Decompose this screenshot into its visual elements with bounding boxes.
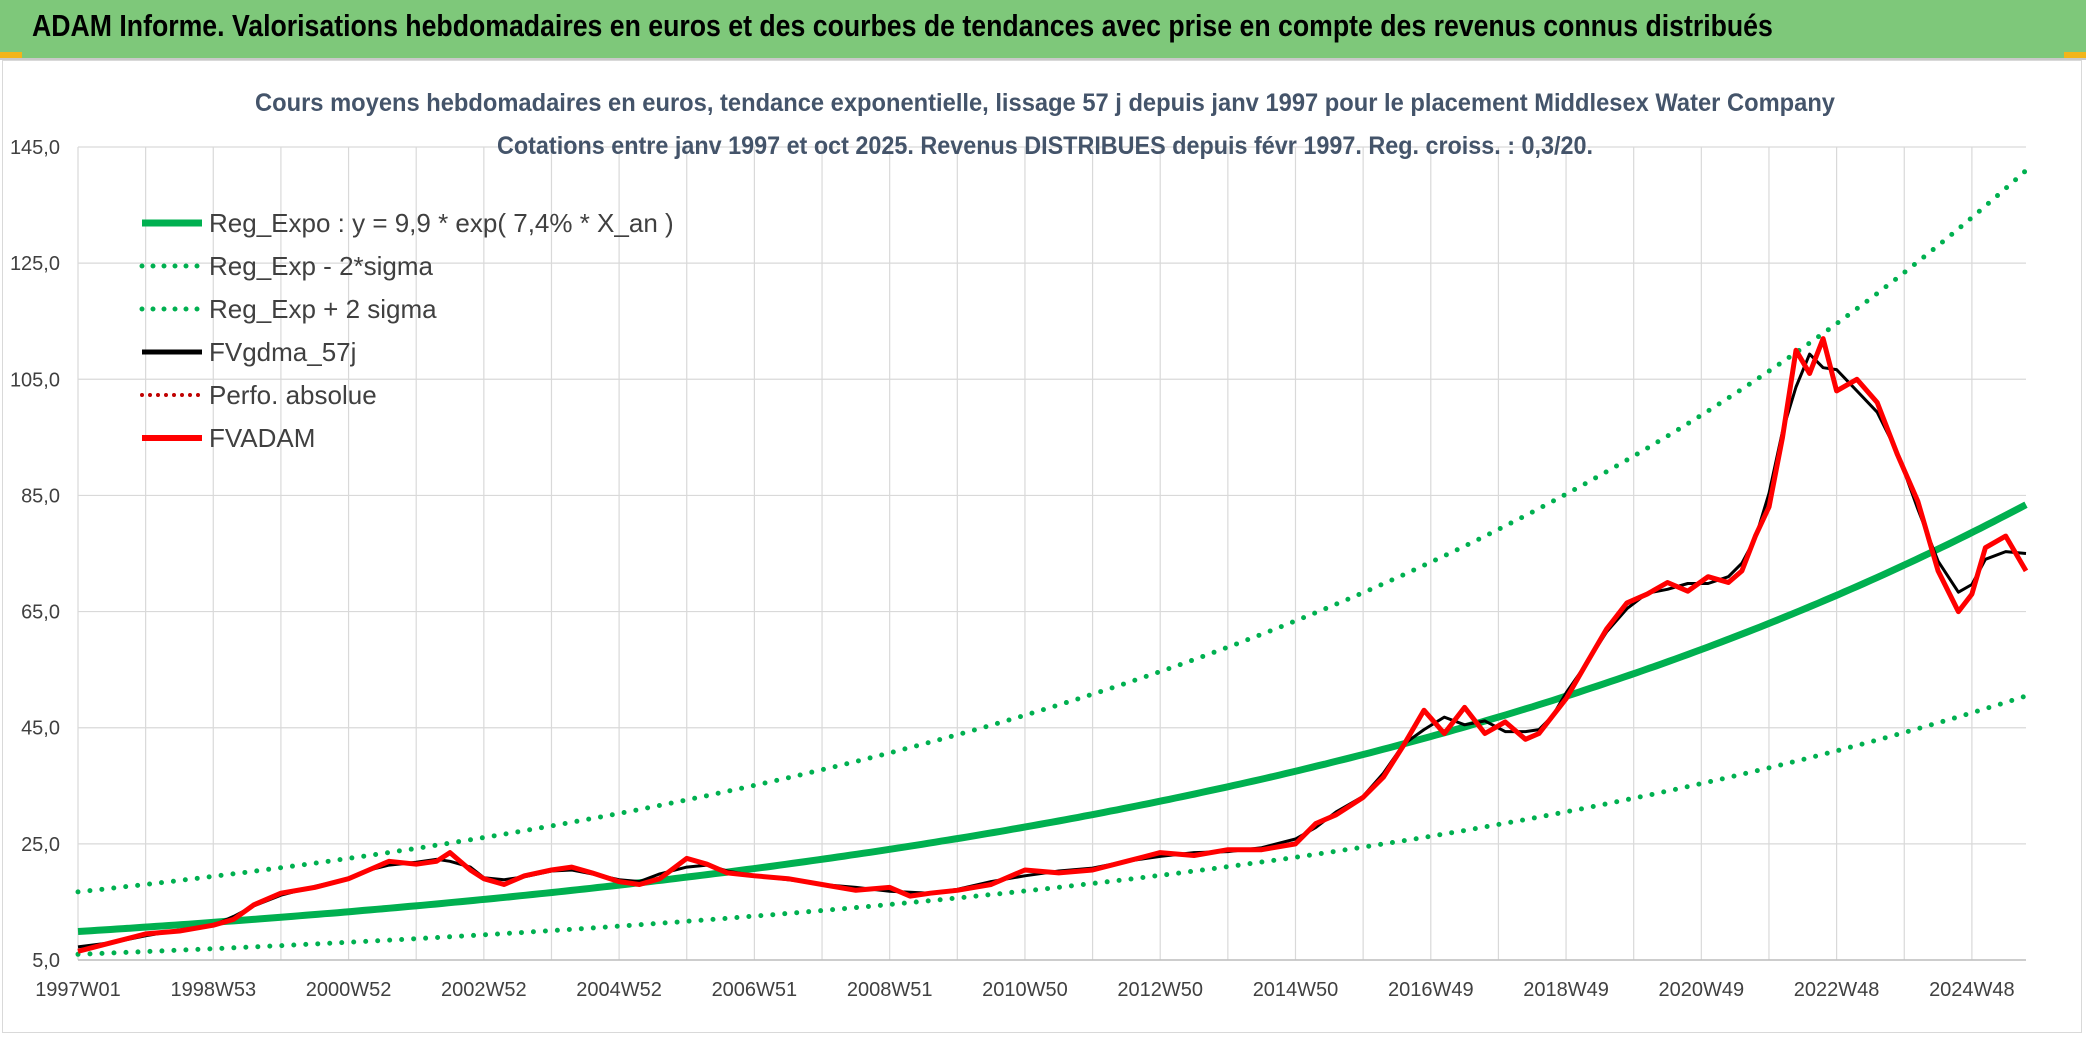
x-tick-label: 2012W50 bbox=[1117, 979, 1203, 1001]
y-tick-label: 25,0 bbox=[21, 834, 60, 856]
legend-label: FVgdma_57j bbox=[209, 337, 356, 367]
report-banner: ADAM Informe. Valorisations hebdomadaire… bbox=[0, 0, 2086, 60]
x-tick-label: 2018W49 bbox=[1523, 979, 1609, 1001]
x-tick-label: 2010W50 bbox=[982, 979, 1068, 1001]
y-tick-label: 125,0 bbox=[10, 253, 60, 275]
chart-subtitle: Cotations entre janv 1997 et oct 2025. R… bbox=[497, 132, 1593, 160]
legend-label: Perfo. absolue bbox=[209, 380, 377, 410]
y-tick-label: 85,0 bbox=[21, 485, 60, 507]
chart-frame bbox=[2, 60, 2082, 1033]
y-tick-label: 45,0 bbox=[21, 718, 60, 740]
x-tick-label: 1997W01 bbox=[35, 979, 121, 1001]
legend: Reg_Expo : y = 9,9 * exp( 7,4% * X_an ) R… bbox=[139, 208, 674, 453]
y-tick-label: 105,0 bbox=[10, 369, 60, 391]
x-tick-label: 1998W53 bbox=[170, 979, 256, 1001]
banner-corner-left bbox=[0, 52, 22, 58]
legend-label: Reg_Exp + 2 sigma bbox=[209, 294, 437, 324]
x-tick-label: 2004W52 bbox=[576, 979, 662, 1001]
y-tick-label: 5,0 bbox=[32, 950, 60, 972]
x-tick-label: 2000W52 bbox=[306, 979, 392, 1001]
grid-layer bbox=[77, 146, 2026, 961]
legend-label: Reg_Expo : y = 9,9 * exp( 7,4% * X_an ) bbox=[209, 208, 674, 238]
y-tick-label: 145,0 bbox=[10, 137, 60, 159]
banner-corner-right bbox=[2064, 52, 2086, 58]
series-layer bbox=[75, 168, 2029, 957]
axis-layer: 5,0 25,0 45,0 65,0 85,0 105,0 125,0 145,0 1997W0… bbox=[10, 137, 2026, 1001]
legend-label: Reg_Exp - 2*sigma bbox=[209, 251, 434, 281]
chart-title: Cours moyens hebdomadaires en euros, ten… bbox=[255, 89, 1835, 117]
series-reg-expo bbox=[77, 501, 2028, 935]
x-tick-label: 2016W49 bbox=[1388, 979, 1474, 1001]
series-reg-minus-2sigma bbox=[75, 693, 2029, 957]
x-tick-label: 2002W52 bbox=[441, 979, 527, 1001]
x-tick-label: 2020W49 bbox=[1659, 979, 1745, 1001]
y-tick-label: 65,0 bbox=[21, 602, 60, 624]
legend-label: FVADAM bbox=[209, 423, 315, 453]
series-fvgdma-57j bbox=[77, 352, 2027, 949]
x-tick-label: 2014W50 bbox=[1253, 979, 1339, 1001]
series-fvadam bbox=[77, 336, 2029, 954]
x-tick-label: 2008W51 bbox=[847, 979, 933, 1001]
report-title: ADAM Informe. Valorisations hebdomadaire… bbox=[32, 8, 1773, 43]
x-tick-label: 2022W48 bbox=[1794, 979, 1880, 1001]
x-tick-label: 2024W48 bbox=[1929, 979, 2015, 1001]
x-tick-label: 2006W51 bbox=[712, 979, 798, 1001]
